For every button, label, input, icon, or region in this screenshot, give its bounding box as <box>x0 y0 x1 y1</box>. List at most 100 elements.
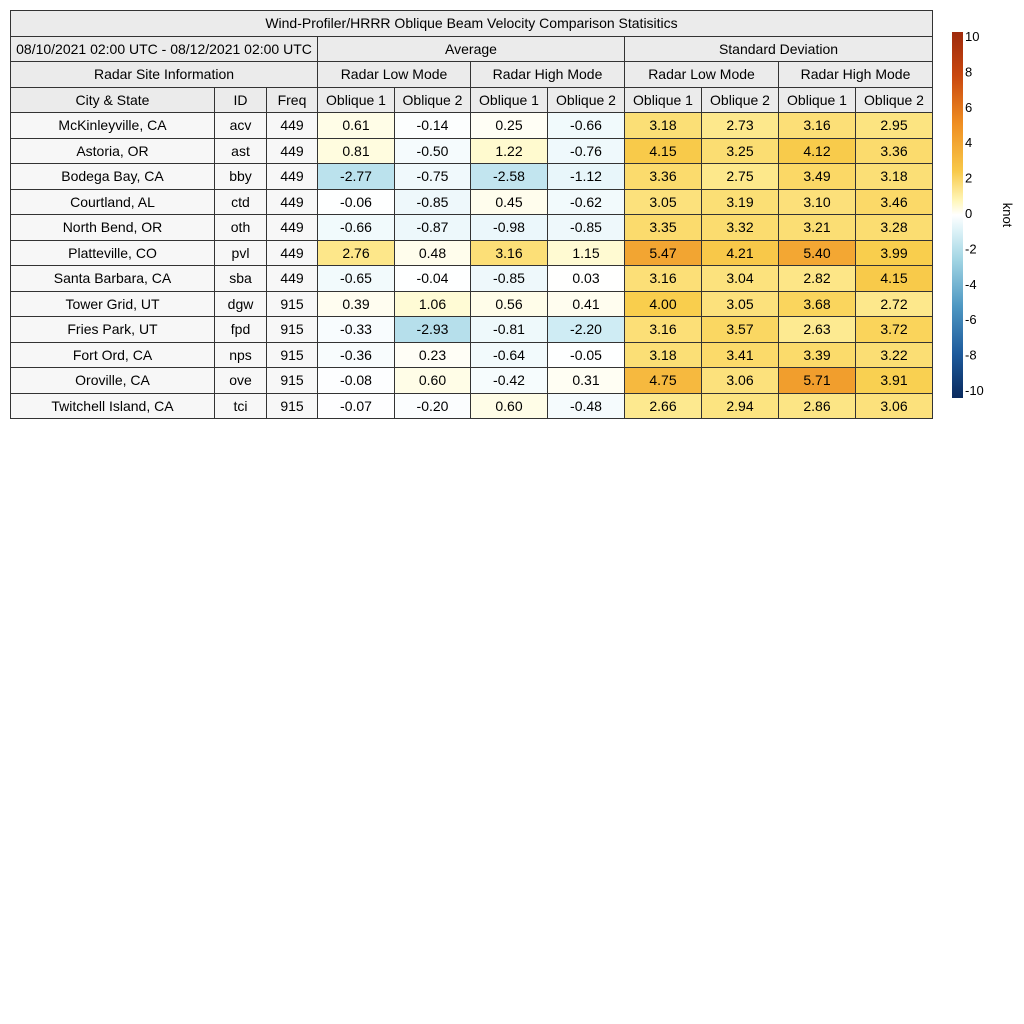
colorbar-gradient <box>952 32 963 398</box>
site-city: Platteville, CO <box>10 239 215 266</box>
oblique1-header: Oblique 1 <box>778 86 856 113</box>
value-cell: 4.00 <box>624 290 702 317</box>
site-id: dgw <box>214 290 267 317</box>
value-cell: -0.76 <box>547 137 625 164</box>
value-cell: 3.05 <box>624 188 702 215</box>
value-cell: 3.57 <box>701 316 779 343</box>
value-cell: 3.32 <box>701 214 779 241</box>
table-row: Courtland, AL ctd 449 -0.06 -0.85 0.45 -0.62 3.… <box>10 188 933 215</box>
colorbar-tick-label: 8 <box>965 64 972 79</box>
value-cell: -0.04 <box>394 265 471 292</box>
value-cell: 2.95 <box>855 112 933 139</box>
table-row: Fort Ord, CA nps 915 -0.36 0.23 -0.64 -0.05 3.1… <box>10 341 933 368</box>
site-freq: 915 <box>266 392 318 419</box>
value-cell: 0.48 <box>394 239 471 266</box>
site-freq: 915 <box>266 290 318 317</box>
colorbar-tick-label: 6 <box>965 100 972 115</box>
value-cell: 0.31 <box>547 367 625 394</box>
table-row: Tower Grid, UT dgw 915 0.39 1.06 0.56 0.41 4.00… <box>10 290 933 317</box>
table-row: Platteville, CO pvl 449 2.76 0.48 3.16 1.15 5.4… <box>10 239 933 266</box>
site-id: sba <box>214 265 267 292</box>
avg-high-mode-header: Radar High Mode <box>470 61 625 88</box>
site-city: Tower Grid, UT <box>10 290 215 317</box>
table-row: North Bend, OR oth 449 -0.66 -0.87 -0.98 -0.85… <box>10 214 933 241</box>
value-cell: -0.64 <box>470 341 548 368</box>
value-cell: -1.12 <box>547 163 625 190</box>
value-cell: 0.81 <box>317 137 395 164</box>
colorbar: 10 8 6 4 2 0 -2 -4 -6 -8 -10 knot <box>952 29 1015 398</box>
value-cell: -0.62 <box>547 188 625 215</box>
colorbar-tick-label: -4 <box>965 277 977 292</box>
colorbar-tick-label: 0 <box>965 206 972 221</box>
value-cell: 1.22 <box>470 137 548 164</box>
value-cell: -0.07 <box>317 392 395 419</box>
stats-table: Wind-Profiler/HRRR Oblique Beam Velocity… <box>10 10 933 419</box>
site-city: Twitchell Island, CA <box>10 392 215 419</box>
value-cell: 0.45 <box>470 188 548 215</box>
value-cell: -0.06 <box>317 188 395 215</box>
value-cell: -2.77 <box>317 163 395 190</box>
site-id: ast <box>214 137 267 164</box>
table-title: Wind-Profiler/HRRR Oblique Beam Velocity… <box>10 10 933 37</box>
value-cell: 0.60 <box>470 392 548 419</box>
site-freq: 449 <box>266 163 318 190</box>
site-city: Courtland, AL <box>10 188 215 215</box>
period-label: 08/10/2021 02:00 UTC - 08/12/2021 02:00 … <box>10 35 318 62</box>
value-cell: 3.19 <box>701 188 779 215</box>
id-header: ID <box>214 86 267 113</box>
value-cell: 3.72 <box>855 316 933 343</box>
value-cell: 4.75 <box>624 367 702 394</box>
value-cell: 3.16 <box>470 239 548 266</box>
value-cell: 0.60 <box>394 367 471 394</box>
site-info-header: Radar Site Information <box>10 61 318 88</box>
value-cell: 0.23 <box>394 341 471 368</box>
value-cell: 0.25 <box>470 112 548 139</box>
value-cell: 0.39 <box>317 290 395 317</box>
value-cell: -0.75 <box>394 163 471 190</box>
value-cell: 3.22 <box>855 341 933 368</box>
oblique1-header: Oblique 1 <box>317 86 395 113</box>
value-cell: -0.48 <box>547 392 625 419</box>
value-cell: 3.18 <box>624 112 702 139</box>
value-cell: 3.39 <box>778 341 856 368</box>
value-cell: 2.86 <box>778 392 856 419</box>
value-cell: -0.33 <box>317 316 395 343</box>
site-city: Fort Ord, CA <box>10 341 215 368</box>
value-cell: 5.47 <box>624 239 702 266</box>
value-cell: 3.35 <box>624 214 702 241</box>
value-cell: 0.56 <box>470 290 548 317</box>
value-cell: -0.87 <box>394 214 471 241</box>
site-city: North Bend, OR <box>10 214 215 241</box>
value-cell: -0.81 <box>470 316 548 343</box>
value-cell: 3.46 <box>855 188 933 215</box>
value-cell: 2.94 <box>701 392 779 419</box>
site-id: fpd <box>214 316 267 343</box>
city-header: City & State <box>10 86 215 113</box>
value-cell: 5.40 <box>778 239 856 266</box>
value-cell: -0.20 <box>394 392 471 419</box>
value-cell: 3.06 <box>855 392 933 419</box>
value-cell: 2.75 <box>701 163 779 190</box>
value-cell: -2.20 <box>547 316 625 343</box>
oblique1-header: Oblique 1 <box>624 86 702 113</box>
value-cell: 3.16 <box>778 112 856 139</box>
value-cell: 3.25 <box>701 137 779 164</box>
value-cell: -2.93 <box>394 316 471 343</box>
value-cell: -0.66 <box>317 214 395 241</box>
value-cell: 2.63 <box>778 316 856 343</box>
value-cell: 3.36 <box>624 163 702 190</box>
site-freq: 915 <box>266 341 318 368</box>
table-row: Astoria, OR ast 449 0.81 -0.50 1.22 -0.76 4.15 3… <box>10 137 933 164</box>
value-cell: 3.18 <box>855 163 933 190</box>
value-cell: 4.15 <box>855 265 933 292</box>
colorbar-tick-label: -2 <box>965 241 977 256</box>
site-id: acv <box>214 112 267 139</box>
value-cell: 3.91 <box>855 367 933 394</box>
colorbar-tick-label: -6 <box>965 312 977 327</box>
value-cell: 3.06 <box>701 367 779 394</box>
value-cell: 3.05 <box>701 290 779 317</box>
value-cell: -0.36 <box>317 341 395 368</box>
value-cell: 3.41 <box>701 341 779 368</box>
site-freq: 449 <box>266 265 318 292</box>
value-cell: 3.18 <box>624 341 702 368</box>
